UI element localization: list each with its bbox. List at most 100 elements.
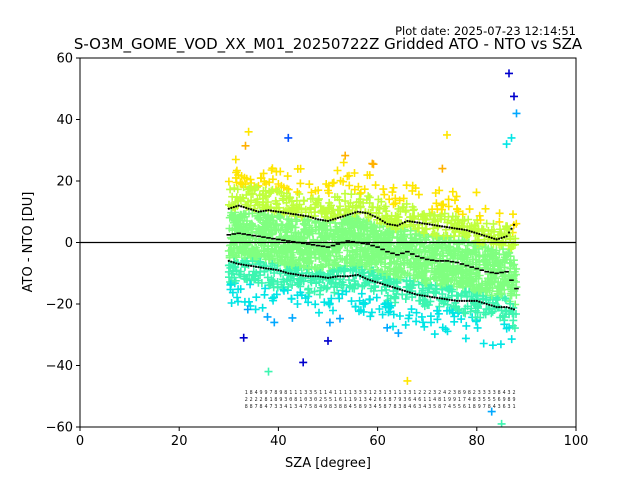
- bin-count-label: 3: [403, 397, 406, 403]
- upper-sigma-dot: [349, 213, 352, 216]
- bin-count-label: 1: [319, 390, 322, 396]
- data-point: [333, 205, 342, 214]
- data-point: [471, 242, 480, 250]
- data-point: [444, 271, 452, 280]
- data-point: [335, 294, 344, 303]
- data-point: [254, 213, 263, 222]
- data-point: [246, 175, 255, 184]
- lower-sigma-dot: [242, 263, 245, 266]
- data-point: [355, 307, 363, 316]
- lower-sigma-dot: [247, 264, 250, 267]
- data-point: [364, 192, 373, 201]
- data-point: [341, 197, 350, 206]
- data-point: [251, 305, 260, 314]
- data-point: [458, 255, 467, 264]
- data-point: [439, 200, 448, 209]
- bin-count-label: 2: [423, 390, 426, 396]
- upper-sigma-dot: [297, 213, 300, 216]
- upper-sigma-dot: [431, 223, 434, 226]
- data-point: [297, 204, 306, 213]
- data-point: [466, 307, 475, 316]
- bin-count-label: 1: [359, 397, 362, 403]
- bin-count-label: 3: [498, 404, 501, 410]
- upper-sigma-dot: [354, 211, 357, 214]
- bin-count-label: 8: [274, 397, 277, 403]
- lower-sigma-dot: [436, 296, 439, 299]
- upper-sigma-dot: [317, 218, 320, 221]
- upper-sigma-dot: [443, 225, 446, 228]
- data-point: [441, 225, 450, 234]
- lower-sigma-dot: [386, 284, 389, 287]
- data-point: [409, 206, 417, 215]
- data-point: [289, 205, 297, 214]
- upper-sigma-dot: [478, 232, 481, 236]
- data-point: [494, 265, 503, 274]
- data-point: [364, 272, 373, 280]
- lower-sigma-dot: [326, 276, 330, 279]
- data-point: [260, 211, 269, 220]
- data-point: [341, 205, 350, 213]
- lower-sigma-dot: [401, 289, 404, 292]
- lower-sigma-dot: [240, 263, 243, 266]
- upper-sigma-dot: [485, 235, 488, 238]
- data-point: [318, 253, 327, 261]
- bin-count-label: 9: [364, 404, 367, 410]
- bin-count-label: 9: [264, 390, 267, 396]
- data-point: [350, 223, 359, 232]
- bin-count-label: 9: [448, 397, 451, 403]
- data-point: [345, 218, 354, 227]
- bin-count-label: 0: [314, 397, 317, 403]
- data-point: [488, 341, 497, 350]
- lower-sigma-dot: [393, 286, 397, 289]
- outlier-point: [403, 376, 412, 385]
- data-point: [340, 256, 349, 264]
- bin-count-label: 6: [413, 404, 416, 410]
- upper-sigma-dot: [240, 205, 243, 208]
- data-point: [399, 232, 408, 241]
- upper-sigma-dot: [277, 210, 280, 213]
- y-tick-label: 20: [56, 175, 73, 190]
- bin-count-label: 1: [512, 404, 515, 410]
- data-point: [291, 228, 300, 237]
- upper-sigma-dot: [438, 224, 441, 228]
- upper-sigma-dot: [364, 211, 367, 214]
- upper-sigma-dot: [242, 206, 245, 209]
- lower-sigma-dot: [433, 296, 436, 299]
- data-point: [388, 188, 397, 197]
- upper-sigma-dot: [403, 221, 406, 224]
- data-point: [248, 190, 257, 199]
- lower-sigma-dot: [279, 269, 282, 272]
- bin-count-label: 5: [383, 397, 386, 403]
- data-point: [438, 164, 447, 173]
- data-point: [496, 284, 504, 293]
- data-point: [436, 250, 444, 259]
- data-point: [339, 158, 348, 167]
- lower-sigma-dot: [470, 299, 473, 302]
- upper-sigma-dot: [371, 214, 374, 217]
- data-point: [422, 279, 431, 288]
- data-point: [228, 192, 237, 201]
- data-point: [438, 205, 446, 214]
- data-point: [426, 275, 435, 284]
- data-point: [458, 210, 467, 219]
- lower-sigma-dot: [448, 298, 451, 301]
- lower-sigma-dot: [319, 275, 322, 278]
- bin-count-label: 7: [483, 404, 486, 410]
- data-point: [376, 253, 385, 261]
- bin-count-label: 1: [299, 397, 302, 403]
- data-point: [236, 285, 245, 294]
- y-tick-label: 60: [56, 52, 73, 67]
- bin-count-label: 3: [493, 390, 496, 396]
- bin-count-label: 1: [324, 390, 327, 396]
- data-point: [262, 225, 271, 234]
- upper-sigma-dot: [299, 214, 302, 217]
- data-point: [391, 211, 400, 220]
- upper-sigma-dot: [475, 232, 478, 235]
- lower-sigma-dot: [445, 298, 449, 301]
- upper-sigma-dot: [344, 214, 347, 217]
- upper-sigma-dot: [488, 236, 491, 239]
- data-point: [282, 265, 291, 274]
- bin-count-label: 8: [359, 404, 362, 410]
- bin-count-label: 5: [483, 397, 486, 403]
